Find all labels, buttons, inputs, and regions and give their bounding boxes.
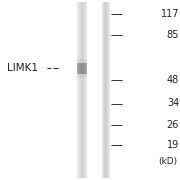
Bar — [82, 59, 83, 78]
Bar — [78, 59, 79, 78]
Bar — [84, 2, 85, 178]
Bar — [78, 63, 79, 74]
Bar — [103, 2, 104, 178]
Bar — [103, 2, 104, 178]
Bar — [85, 63, 86, 74]
Bar — [79, 63, 80, 74]
Text: 117: 117 — [161, 8, 179, 19]
Bar — [83, 59, 84, 78]
Bar — [84, 59, 85, 78]
Bar — [85, 59, 86, 78]
Text: 34: 34 — [167, 98, 179, 109]
Bar — [80, 63, 81, 74]
Text: 19: 19 — [167, 140, 179, 150]
Bar — [80, 2, 81, 178]
Text: 48: 48 — [167, 75, 179, 85]
Bar — [77, 2, 78, 178]
Bar — [86, 2, 87, 178]
Bar — [82, 2, 83, 178]
Bar — [109, 2, 110, 178]
Bar — [78, 2, 79, 178]
Bar — [81, 63, 82, 74]
Bar — [81, 59, 82, 78]
Bar — [104, 2, 105, 178]
Bar — [102, 2, 103, 178]
Bar — [85, 2, 86, 178]
Bar — [79, 2, 80, 178]
Bar — [79, 59, 80, 78]
Bar — [83, 2, 84, 178]
Bar — [81, 2, 82, 178]
Bar — [77, 63, 78, 74]
Bar — [102, 2, 103, 178]
Text: 26: 26 — [167, 120, 179, 130]
Bar — [108, 2, 109, 178]
Text: LIMK1: LIMK1 — [7, 63, 38, 73]
Bar — [105, 2, 106, 178]
Bar — [86, 63, 87, 74]
Bar — [86, 59, 87, 78]
Bar — [106, 2, 107, 178]
Text: (kD): (kD) — [158, 157, 177, 166]
Text: 85: 85 — [167, 30, 179, 40]
Bar — [84, 63, 85, 74]
Bar — [83, 63, 84, 74]
Bar — [77, 59, 78, 78]
Bar — [82, 63, 83, 74]
Bar — [107, 2, 108, 178]
Bar — [80, 59, 81, 78]
